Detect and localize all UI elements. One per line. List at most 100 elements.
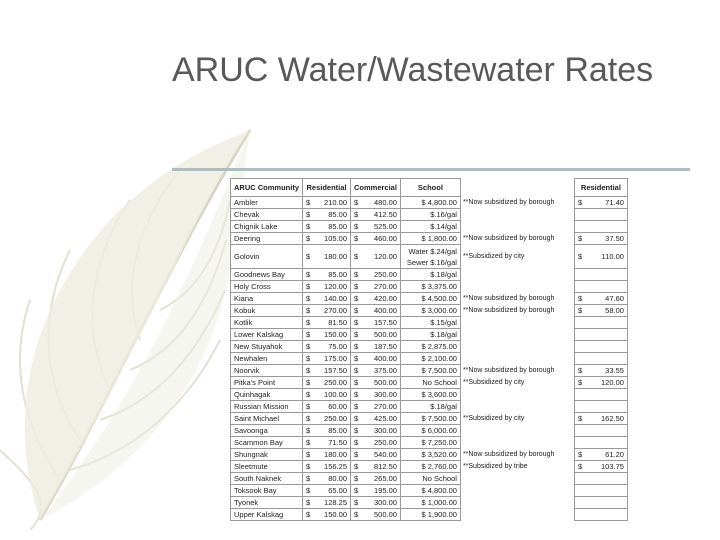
residential2-cell: $ 47.60	[573, 292, 628, 305]
residential2-cell	[573, 472, 628, 485]
residential2-cell: $ 37.50	[573, 232, 628, 245]
school-cell: $ 4,800.00	[399, 196, 461, 209]
residential2-cell	[573, 208, 628, 221]
residential-cell: $ 150.00	[302, 328, 351, 341]
community-cell: Upper Kalskag	[230, 508, 303, 521]
note-cell: **Subsidized by city	[462, 379, 525, 386]
residential2-cell	[573, 316, 628, 329]
note-cell: **Subsidized by tribe	[462, 463, 528, 470]
residential2-cell	[573, 424, 628, 437]
note-cell	[460, 485, 574, 497]
residential2-cell: $ 61.20	[573, 448, 628, 461]
community-cell: Newhalen	[230, 352, 303, 365]
residential2-cell: $ 110.00	[573, 244, 628, 269]
commercial-cell: $ 120.00	[350, 244, 401, 269]
community-cell: Pitka's Point	[230, 376, 303, 389]
commercial-cell: $ 300.00	[350, 388, 401, 401]
table-row: Savoonga $ 85.00 $ 300.00 $ 6,000.00	[230, 424, 628, 437]
header-cell: ARUC Community	[230, 178, 303, 197]
residential2-cell	[573, 220, 628, 233]
residential2-cell: $ 58.00	[573, 304, 628, 317]
community-cell: Deering	[230, 232, 303, 245]
residential-cell: $ 156.25	[302, 460, 351, 473]
residential2-cell	[573, 436, 628, 449]
residential2-cell	[573, 340, 628, 353]
note-cell	[460, 341, 574, 353]
school-cell: $.18/gal	[399, 268, 461, 281]
note-cell	[460, 317, 574, 329]
school-cell: $ 7,500.00	[399, 412, 461, 425]
school-cell: Water $.24/gal Sewer $.16/gal	[399, 244, 461, 269]
community-cell: Kobuk	[230, 304, 303, 317]
residential-cell: $ 75.00	[302, 340, 351, 353]
residential-cell: $ 250.00	[302, 412, 351, 425]
residential-cell: $ 180.00	[302, 448, 351, 461]
residential-cell: $ 250.00	[302, 376, 351, 389]
residential2-cell: $ 103.75	[573, 460, 628, 473]
school-cell: $ 4,800.00	[399, 484, 461, 497]
commercial-cell: $ 187.50	[350, 340, 401, 353]
residential-cell: $ 270.00	[302, 304, 351, 317]
residential2-cell	[573, 328, 628, 341]
table-row: Lower Kalskag $ 150.00 $ 500.00 $.18/gal	[230, 328, 628, 341]
note-cell	[460, 497, 574, 509]
residential-cell: $ 210.00	[302, 196, 351, 209]
table-row: Chevak $ 85.00 $ 412.50 $.16/gal	[230, 208, 628, 221]
note-cell: **Now subsidized by borough	[462, 307, 555, 314]
table-row: Kobuk $ 270.00 $ 400.00 $ 3,000.00 **Now sub…	[230, 304, 628, 317]
note-cell: **Subsidized by city	[462, 253, 525, 260]
title-rule	[172, 168, 690, 171]
residential-cell: $ 180.00	[302, 244, 351, 269]
commercial-cell: $ 500.00	[350, 328, 401, 341]
table-row: Ambler $ 210.00 $ 480.00 $ 4,800.00 **Now su…	[230, 196, 628, 209]
table-row: Russian Mission $ 60.00 $ 270.00 $.18/gal	[230, 400, 628, 413]
header-cell	[460, 179, 574, 197]
commercial-cell: $ 250.00	[350, 436, 401, 449]
table-row: Shungnak $ 180.00 $ 540.00 $ 3,520.00 **Now …	[230, 448, 628, 461]
school-cell: $ 3,520.00	[399, 448, 461, 461]
commercial-cell: $ 525.00	[350, 220, 401, 233]
commercial-cell: $ 420.00	[350, 292, 401, 305]
commercial-cell: $ 412.50	[350, 208, 401, 221]
note-cell	[460, 389, 574, 401]
community-cell: Toksook Bay	[230, 484, 303, 497]
residential2-cell	[573, 352, 628, 365]
residential-cell: $ 85.00	[302, 208, 351, 221]
table-row: Kotlik $ 81.50 $ 157.50 $.15/gal	[230, 316, 628, 329]
residential2-cell: $ 33.55	[573, 364, 628, 377]
table-row: Deering $ 105.00 $ 460.00 $ 1,800.00 **Now s…	[230, 232, 628, 245]
table-row: Saint Michael $ 250.00 $ 425.00 $ 7,500.00 *…	[230, 412, 628, 425]
school-cell: $.18/gal	[399, 400, 461, 413]
residential-cell: $ 120.00	[302, 280, 351, 293]
community-cell: Goodnews Bay	[230, 268, 303, 281]
residential-cell: $ 157.50	[302, 364, 351, 377]
note-cell	[460, 269, 574, 281]
community-cell: Holy Cross	[230, 280, 303, 293]
table-row: South Naknek $ 80.00 $ 265.00 No School	[230, 472, 628, 485]
header-cell: Residential	[302, 178, 351, 197]
note-cell: **Now subsidized by borough	[462, 367, 555, 374]
note-cell	[460, 473, 574, 485]
school-cell: $ 7,500.00	[399, 364, 461, 377]
residential2-cell	[573, 508, 628, 521]
commercial-cell: $ 300.00	[350, 424, 401, 437]
residential-cell: $ 105.00	[302, 232, 351, 245]
table-row: Goodnews Bay $ 85.00 $ 250.00 $.18/gal	[230, 268, 628, 281]
note-cell	[460, 509, 574, 521]
commercial-cell: $ 500.00	[350, 376, 401, 389]
table-row: Holy Cross $ 120.00 $ 270.00 $ 3,375.00	[230, 280, 628, 293]
rates-table: ARUC Community Residential Commercial Schoo…	[230, 178, 628, 521]
residential-cell: $ 65.00	[302, 484, 351, 497]
residential2-cell	[573, 400, 628, 413]
commercial-cell: $ 300.00	[350, 496, 401, 509]
commercial-cell: $ 540.00	[350, 448, 401, 461]
residential-cell: $ 140.00	[302, 292, 351, 305]
table-row: Quinhagak $ 100.00 $ 300.00 $ 3,600.00	[230, 388, 628, 401]
school-cell: $ 4,500.00	[399, 292, 461, 305]
community-cell: Shungnak	[230, 448, 303, 461]
commercial-cell: $ 195.00	[350, 484, 401, 497]
community-cell: Noorvik	[230, 364, 303, 377]
school-cell: $ 2,100.00	[399, 352, 461, 365]
note-cell: **Now subsidized by borough	[462, 295, 555, 302]
table-row: Scammon Bay $ 71.50 $ 250.00 $ 7,250.00	[230, 436, 628, 449]
